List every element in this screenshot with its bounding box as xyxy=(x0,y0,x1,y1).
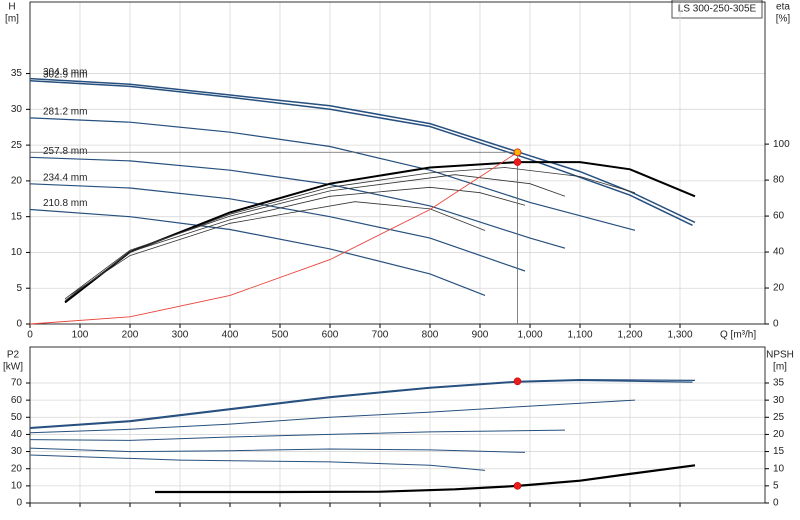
curve-label: 304.8 mm xyxy=(43,67,87,78)
x-tick-label: 1,100 xyxy=(567,330,592,341)
curve xyxy=(29,117,636,231)
y-tick-label: 40 xyxy=(11,429,23,440)
curve xyxy=(64,174,566,300)
x-tick-label: 600 xyxy=(322,330,339,341)
curve-label: 257.8 mm xyxy=(43,146,87,157)
x-tick-label: 700 xyxy=(372,330,389,341)
y2-tick-label: 5 xyxy=(773,480,779,491)
y-tick-label: 15 xyxy=(11,211,23,222)
y-tick-label: 0 xyxy=(16,498,22,509)
duty-point xyxy=(513,377,522,386)
curve xyxy=(29,378,696,429)
x-axis-label: Q [m³/h] xyxy=(720,330,756,341)
x-tick-label: 200 xyxy=(122,330,139,341)
y-axis-unit: [kW] xyxy=(3,362,23,373)
y2-tick-label: 40 xyxy=(773,247,785,258)
x-tick-label: 800 xyxy=(422,330,439,341)
x-tick-label: 1,200 xyxy=(617,330,642,341)
curve xyxy=(29,447,526,453)
y2-axis-unit: [%] xyxy=(776,14,791,25)
curve xyxy=(29,77,696,224)
y2-axis-label: eta xyxy=(776,2,790,13)
y2-tick-label: 20 xyxy=(773,283,785,294)
curve xyxy=(69,201,486,296)
x-tick-label: 0 xyxy=(27,330,33,341)
y2-tick-label: 10 xyxy=(773,463,785,474)
curve-label: 210.8 mm xyxy=(43,198,87,209)
plot-frame xyxy=(29,1,766,325)
curve-label: 281.2 mm xyxy=(43,107,87,118)
curve xyxy=(29,429,566,441)
title-box xyxy=(671,0,763,19)
y-tick-label: 5 xyxy=(16,283,22,294)
y2-tick-label: 35 xyxy=(773,378,785,389)
curve xyxy=(29,151,518,325)
y-tick-label: 0 xyxy=(16,319,22,330)
y-tick-label: 10 xyxy=(11,480,23,491)
y-tick-label: 10 xyxy=(11,247,23,258)
y2-axis-label: NPSH xyxy=(766,350,794,361)
y-axis-label: P2 xyxy=(7,350,20,361)
y-axis-unit: [m] xyxy=(5,14,19,25)
y-tick-label: 50 xyxy=(11,412,23,423)
y2-tick-label: 60 xyxy=(773,211,785,222)
y-tick-label: 20 xyxy=(11,463,23,474)
y2-axis-unit: [m] xyxy=(773,362,787,373)
y2-tick-label: 20 xyxy=(773,429,785,440)
x-tick-label: 400 xyxy=(222,330,239,341)
x-tick-label: 1,300 xyxy=(667,330,692,341)
x-tick-label: 500 xyxy=(272,330,289,341)
curve-label: 302.9 mm xyxy=(43,69,87,80)
curve xyxy=(29,454,486,471)
y-tick-label: 70 xyxy=(11,378,23,389)
curve xyxy=(64,167,636,301)
plot-frame xyxy=(29,346,766,504)
curve xyxy=(155,464,696,494)
curve xyxy=(29,399,636,434)
y2-tick-label: 30 xyxy=(773,395,785,406)
duty-point xyxy=(513,158,522,166)
x-tick-label: 100 xyxy=(72,330,89,341)
curve xyxy=(29,379,693,429)
y-tick-label: 30 xyxy=(11,104,23,115)
y-tick-label: 35 xyxy=(11,68,23,79)
curve xyxy=(69,186,526,298)
x-tick-label: 300 xyxy=(172,330,189,341)
y2-tick-label: 0 xyxy=(773,498,779,509)
y-tick-label: 20 xyxy=(11,176,23,187)
y2-tick-label: 100 xyxy=(773,139,790,150)
x-tick-label: 900 xyxy=(472,330,489,341)
y-tick-label: 60 xyxy=(11,395,23,406)
curve xyxy=(29,79,693,226)
y-tick-label: 25 xyxy=(11,140,23,151)
curve-label: 234.4 mm xyxy=(43,172,87,183)
y-axis-label: H xyxy=(8,2,15,13)
y2-tick-label: 15 xyxy=(773,446,785,457)
x-tick-label: 1,000 xyxy=(517,330,542,341)
duty-point xyxy=(513,148,522,157)
y-tick-label: 30 xyxy=(11,446,23,457)
y2-tick-label: 0 xyxy=(773,319,779,330)
title: LS 300-250-305E xyxy=(678,4,757,15)
y2-tick-label: 80 xyxy=(773,175,785,186)
y2-tick-label: 25 xyxy=(773,412,785,423)
curve xyxy=(29,208,486,296)
duty-point xyxy=(513,482,522,490)
